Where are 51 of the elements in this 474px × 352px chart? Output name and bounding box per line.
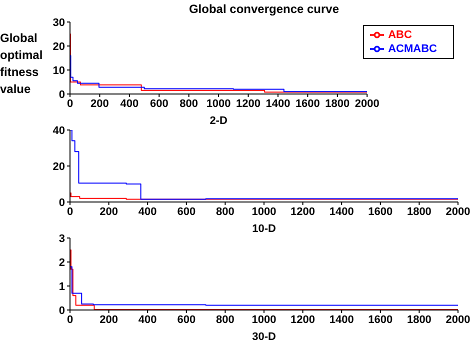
- x-tick-label: 1800: [406, 314, 432, 326]
- x-tick-label: 1400: [329, 206, 354, 218]
- y-tick-label: 20: [52, 160, 65, 173]
- x-tick-label: 800: [216, 206, 234, 218]
- y-tick-label: 10: [52, 64, 65, 77]
- x-tick-label: 1200: [290, 314, 316, 326]
- x-tick-label: 1200: [236, 98, 261, 110]
- y-tick-label: 30: [52, 16, 65, 29]
- x-tick-label: 1000: [252, 314, 276, 326]
- x-tick-label: 200: [100, 206, 118, 218]
- x-axis-title: 10-D: [252, 223, 276, 235]
- x-tick-label: 1600: [295, 98, 320, 110]
- x-tick-label: 0: [66, 98, 74, 110]
- y-tick-label: 0: [58, 196, 65, 209]
- x-tick-label: 1800: [406, 206, 432, 218]
- x-tick-label: 400: [120, 98, 139, 110]
- x-tick-label: 2000: [446, 206, 470, 218]
- x-tick-label: 2000: [354, 98, 380, 110]
- x-tick-label: 400: [138, 314, 157, 326]
- x-tick-label: 400: [138, 206, 157, 218]
- x-tick-label: 200: [100, 314, 118, 326]
- x-axis-title: 2-D: [210, 115, 228, 127]
- x-tick-label: 0: [66, 206, 74, 218]
- x-tick-label: 600: [177, 314, 196, 326]
- y-tick-label: 40: [52, 124, 65, 137]
- x-axis-title: 30-D: [252, 331, 276, 343]
- x-tick-label: 1200: [290, 206, 316, 218]
- y-tick-label: 20: [52, 40, 65, 53]
- y-tick-label: 0: [58, 304, 65, 317]
- y-tick-label: 3: [58, 232, 65, 245]
- legend-label: ACMABC: [388, 42, 437, 55]
- x-tick-label: 800: [216, 314, 234, 326]
- x-tick-label: 1600: [368, 206, 393, 218]
- x-tick-label: 1400: [266, 98, 290, 110]
- y-tick-label: 2: [58, 256, 65, 269]
- y-tick-label: 0: [58, 88, 65, 101]
- x-tick-label: 1000: [206, 98, 231, 110]
- y-axis-title: Global optimal fitness value: [0, 30, 44, 98]
- x-tick-label: 2000: [446, 314, 470, 326]
- chart-title: Global convergence curve: [188, 2, 340, 16]
- x-tick-label: 800: [180, 98, 198, 110]
- x-tick-label: 0: [66, 314, 74, 326]
- x-tick-label: 1400: [329, 314, 354, 326]
- x-tick-label: 1600: [368, 314, 393, 326]
- x-tick-label: 600: [150, 98, 168, 110]
- x-tick-label: 1800: [325, 98, 350, 110]
- x-tick-label: 600: [177, 206, 196, 218]
- x-tick-label: 200: [90, 98, 109, 110]
- x-tick-label: 1000: [252, 206, 276, 218]
- legend-label: ABC: [388, 28, 412, 41]
- y-tick-label: 1: [58, 280, 65, 293]
